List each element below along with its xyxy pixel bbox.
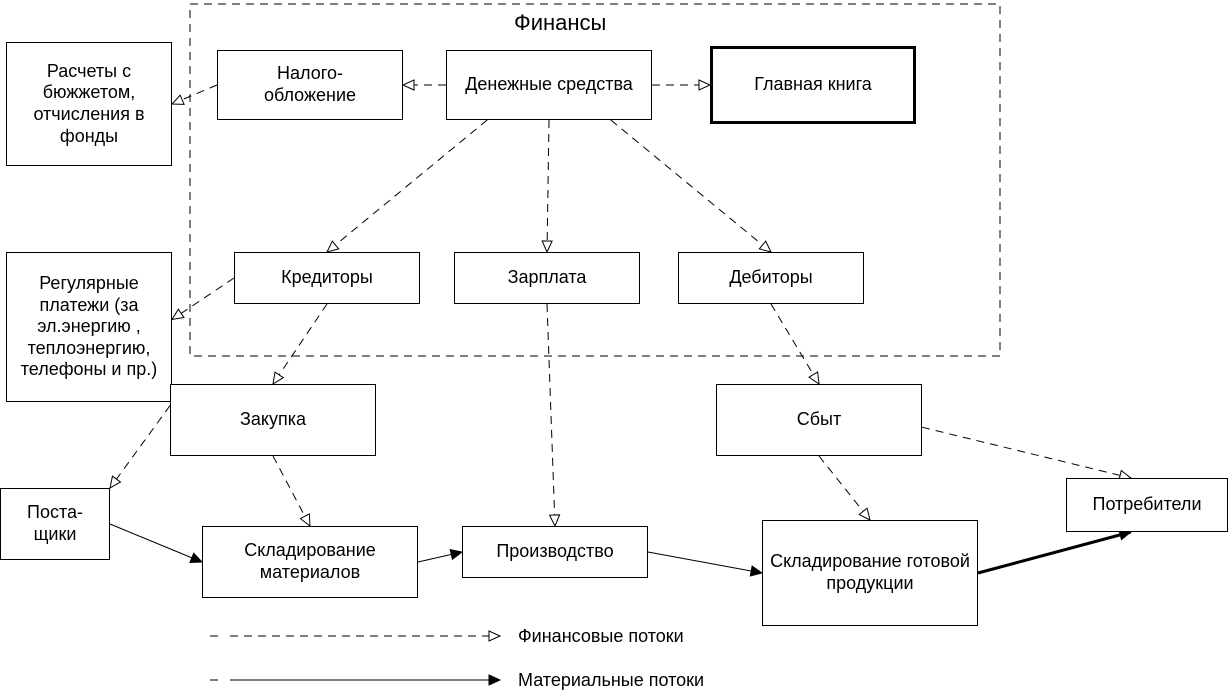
edge-storeprod-consumers [978, 532, 1131, 573]
node-sales: Сбыт [716, 384, 922, 456]
node-tax: Налого- обложение [217, 50, 403, 120]
node-purchase: Закупка [170, 384, 376, 456]
edge-creditors-purchase [273, 304, 327, 384]
diagram-title: Финансы [514, 10, 606, 36]
edge-suppliers-storemat [110, 524, 202, 562]
edge-tax-budget [172, 85, 217, 104]
node-budget: Расчеты с бюжжетом, отчисления в фонды [6, 42, 172, 166]
diagram-stage: Финансы Расчеты с бюжжетом, отчисления в… [0, 0, 1228, 696]
edge-cash-creditors [327, 120, 487, 252]
edge-purchase-storemat [273, 456, 310, 526]
node-storemat: Складирование материалов [202, 526, 418, 598]
edge-purchase-suppliers [110, 406, 170, 488]
node-debtors: Дебиторы [678, 252, 864, 304]
legend-material-label: Материальные потоки [518, 670, 704, 691]
edge-sales-consumers [922, 427, 1131, 478]
node-salary: Зарплата [454, 252, 640, 304]
edge-creditors-regpay [172, 278, 234, 320]
node-cash: Денежные средства [446, 50, 652, 120]
node-ledger: Главная книга [710, 46, 916, 124]
edge-storemat-production [418, 552, 462, 562]
node-production: Производство [462, 526, 648, 578]
node-regpay: Регулярные платежи (за эл.энергию , тепл… [6, 252, 172, 402]
edge-production-storeprod [648, 552, 762, 573]
edge-sales-storeprod [819, 456, 870, 520]
node-suppliers: Поста- щики [0, 488, 110, 560]
edge-cash-salary [547, 120, 549, 252]
node-creditors: Кредиторы [234, 252, 420, 304]
edge-cash-debtors [611, 120, 771, 252]
node-consumers: Потребители [1066, 478, 1228, 532]
edge-salary-production [547, 304, 555, 526]
node-storeprod: Складирование готовой продукции [762, 520, 978, 626]
edge-debtors-sales [771, 304, 819, 384]
legend-financial-label: Финансовые потоки [518, 626, 684, 647]
